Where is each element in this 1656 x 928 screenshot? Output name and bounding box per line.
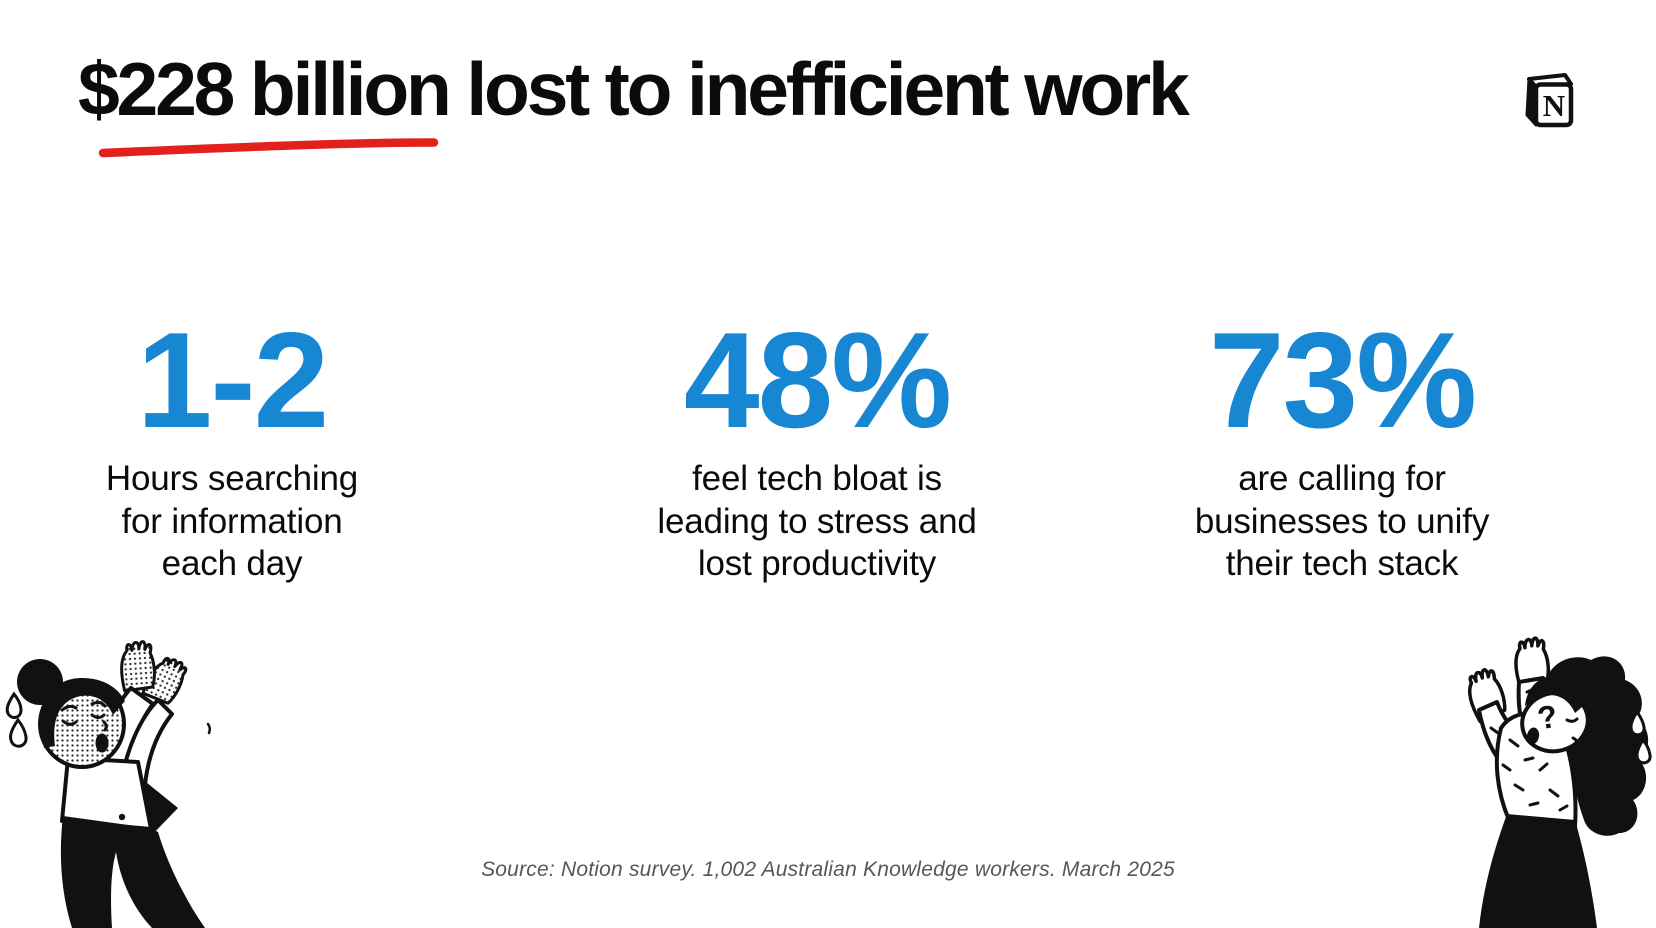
stat-label: feel tech bloat is leading to stress and… <box>657 459 977 584</box>
stat-value: 73% <box>1208 304 1477 456</box>
stats-row: 1-2 Hours searching for information each… <box>0 312 1656 602</box>
notion-logo-icon: N <box>1525 73 1574 128</box>
red-underline-decoration <box>98 138 439 158</box>
stat-value: 48% <box>683 304 952 456</box>
raised-hand-icon <box>120 640 156 693</box>
stat-label: are calling for businesses to unify thei… <box>1194 459 1490 584</box>
stressed-person-illustration <box>5 640 212 928</box>
sweat-drop-icon <box>9 717 28 748</box>
sweat-drop-icon <box>5 691 23 719</box>
stat-value: 1-2 <box>136 304 329 456</box>
confused-person-illustration: ? <box>1467 636 1652 928</box>
stat-label: Hours searching for information each day <box>105 459 359 584</box>
sweat-drop-icon <box>1635 737 1652 765</box>
page-title: $228 billion lost to inefficient work <box>78 47 1190 131</box>
raised-palm-icon <box>1514 636 1551 690</box>
raised-hand-icon <box>141 656 188 705</box>
stat-card-tech-bloat: 48% feel tech bloat is leading to stress… <box>617 312 1017 586</box>
sweat-drop-icon <box>1629 709 1646 737</box>
source-note: Source: Notion survey. 1,002 Australian … <box>481 858 1175 881</box>
notion-logo-letter: N <box>1543 88 1565 123</box>
stat-card-unify-stack: 73% are calling for businesses to unify … <box>1142 312 1542 586</box>
stat-card-hours-searching: 1-2 Hours searching for information each… <box>52 312 412 586</box>
